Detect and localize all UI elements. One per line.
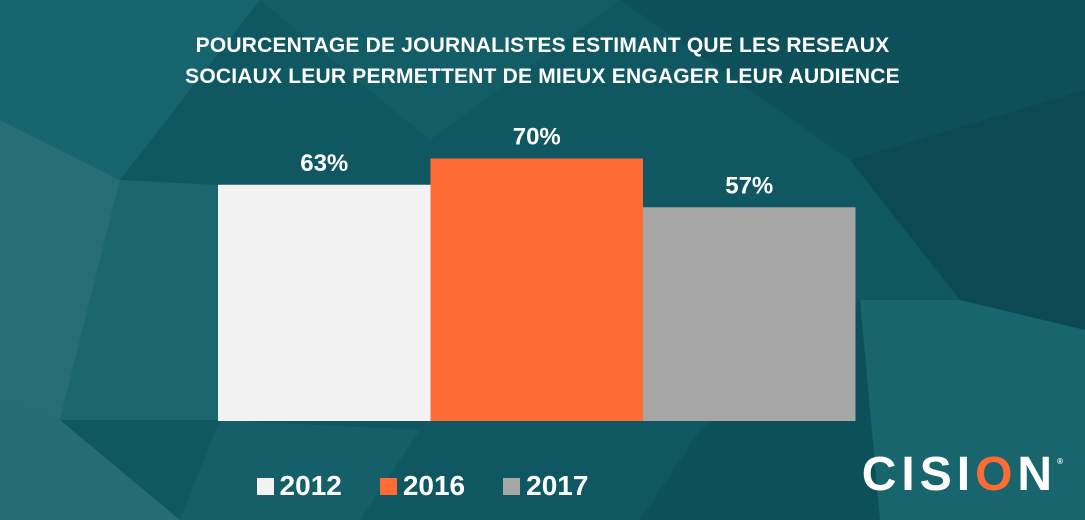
data-label-2017: 57% [725, 172, 773, 199]
bar-2017 [643, 207, 856, 421]
legend-swatch-2016 [379, 477, 397, 495]
legend-label-2012: 2012 [279, 470, 342, 501]
chart-title: POURCENTAGE DE JOURNALISTES ESTIMANT QUE… [0, 30, 1085, 92]
logo-registered-mark: ® [1057, 457, 1063, 466]
logo-text-start: CISI [861, 448, 976, 501]
legend-swatch-2012 [256, 477, 274, 495]
data-label-2012: 63% [300, 150, 348, 177]
legend-label-2017: 2017 [526, 470, 589, 501]
legend: 2012 2016 2017 [0, 470, 1085, 502]
bar-2012 [218, 184, 431, 421]
legend-item-2016: 2016 [379, 470, 466, 502]
legend-swatch-2017 [503, 477, 521, 495]
legend-item-2017: 2017 [503, 470, 588, 502]
title-line-1: POURCENTAGE DE JOURNALISTES ESTIMANT QUE… [195, 34, 890, 57]
title-line-2: SOCIAUX LEUR PERMETTENT DE MIEUX ENGAGER… [185, 65, 900, 88]
data-label-2016: 70% [513, 124, 561, 151]
cision-logo: CISI O N ® [862, 447, 1063, 502]
logo-text-o: O [975, 448, 1018, 501]
bar-2016 [430, 158, 643, 421]
legend-label-2016: 2016 [402, 470, 466, 501]
logo-text-end: N [1017, 448, 1058, 501]
legend-item-2012: 2012 [256, 470, 342, 502]
